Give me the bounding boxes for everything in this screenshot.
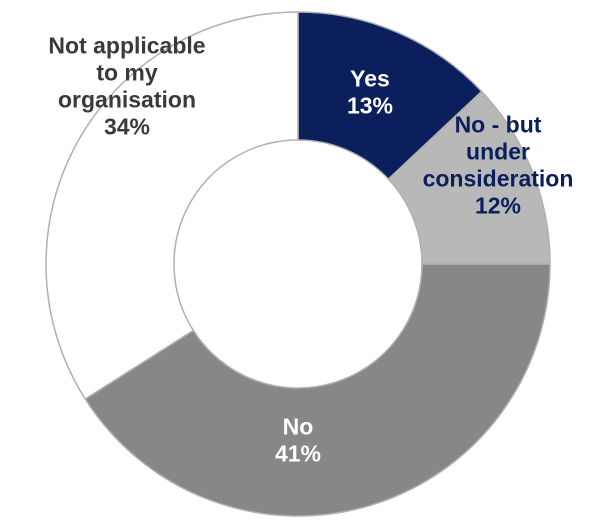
slice-category-label: No - but bbox=[455, 112, 542, 138]
slice-label-not-applicable-to-my-organisation: Not applicable to my organisation 34% bbox=[48, 33, 205, 140]
slice-category-label: Not applicable bbox=[48, 33, 205, 59]
slice-label-no-but-under-consideration: No - but under consideration 12% bbox=[423, 112, 574, 219]
slices-layer bbox=[45, 11, 551, 517]
labels-layer: Yes 13% No - but under consideration 12% No 41%… bbox=[48, 33, 573, 467]
pie-slice-yes bbox=[297, 11, 483, 181]
slice-category-label: under bbox=[466, 139, 530, 165]
slice-category-label: No bbox=[283, 414, 314, 440]
slice-category-label: to my bbox=[96, 60, 158, 86]
slice-category-label: Yes bbox=[350, 66, 390, 92]
slice-label-no: No 41% bbox=[275, 414, 321, 467]
pie-slice-not-applicable-to-my-organisation bbox=[45, 11, 299, 401]
slice-label-yes: Yes 13% bbox=[347, 66, 393, 119]
slice-category-label: organisation bbox=[58, 87, 196, 113]
pie-slice-no bbox=[84, 263, 551, 517]
slice-category-label: consideration bbox=[423, 166, 574, 192]
slice-value-label: 12% bbox=[475, 193, 521, 219]
slice-value-label: 34% bbox=[104, 114, 150, 140]
slice-value-label: 13% bbox=[347, 93, 393, 119]
slice-value-label: 41% bbox=[275, 441, 321, 467]
